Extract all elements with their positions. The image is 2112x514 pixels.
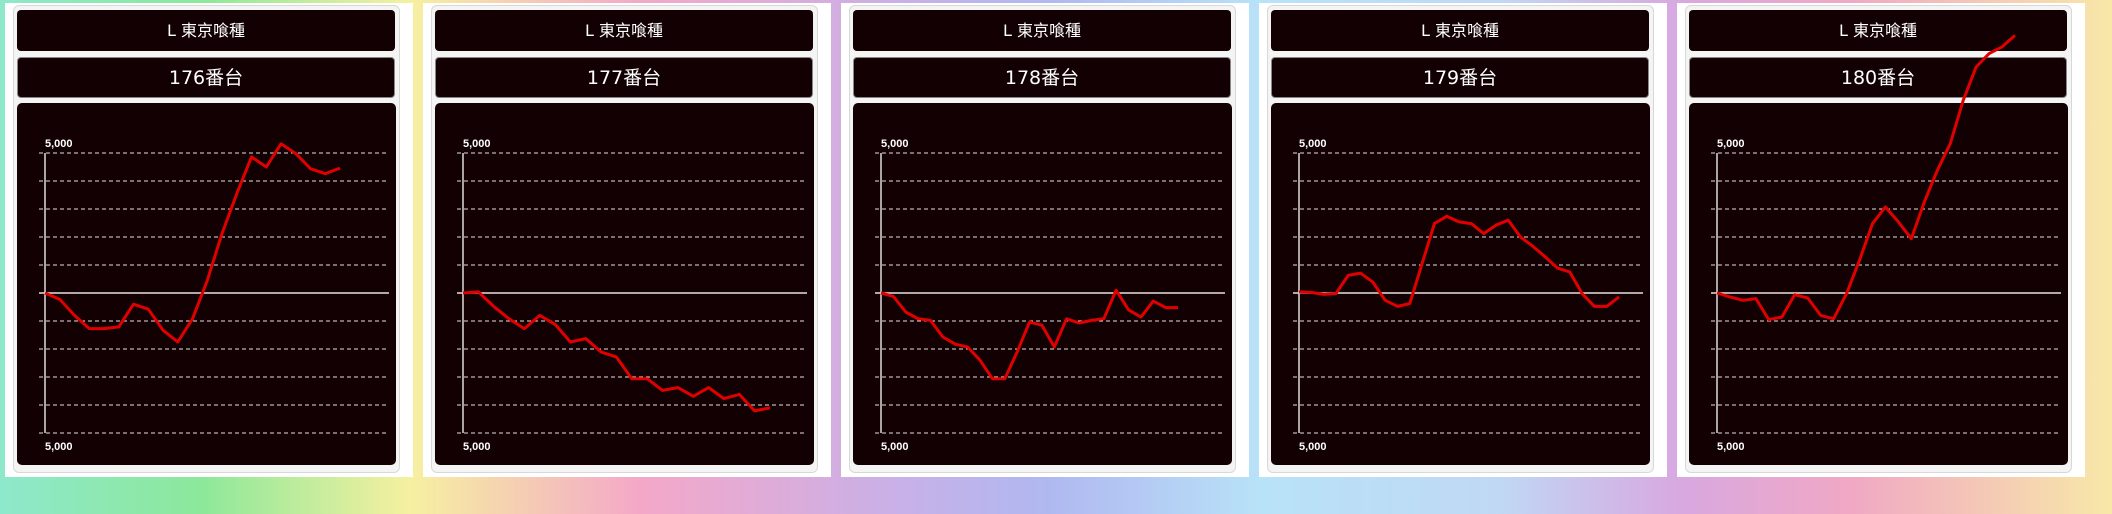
y-tick-label: 5,000 xyxy=(1299,138,1327,150)
machine-number[interactable]: 176番台 xyxy=(17,57,395,98)
machine-panel: L 東京喰種 177番台 5,000 5,000 xyxy=(423,3,831,477)
machine-title: L 東京喰種 xyxy=(1689,10,2067,51)
slump-chart: 5,000 5,000 xyxy=(457,138,807,453)
y-tick-label: 5,000 xyxy=(45,441,73,453)
slump-chart: 5,000 5,000 xyxy=(1711,34,2061,453)
slump-line xyxy=(880,288,1178,381)
slump-line xyxy=(462,290,771,413)
y-tick-label: 5,000 xyxy=(1717,441,1745,453)
y-tick-label: 5,000 xyxy=(463,138,491,150)
machine-number[interactable]: 177番台 xyxy=(435,57,813,98)
slump-chart: 5,000 5,000 xyxy=(875,138,1225,453)
y-tick-label: 5,000 xyxy=(881,441,909,453)
machine-number[interactable]: 179番台 xyxy=(1271,57,1649,98)
y-tick-label: 5,000 xyxy=(463,441,491,453)
machine-number[interactable]: 178番台 xyxy=(853,57,1231,98)
machine-panel: L 東京喰種 178番台 5,000 5,000 xyxy=(841,3,1249,477)
y-tick-label: 5,000 xyxy=(881,138,909,150)
machine-title: L 東京喰種 xyxy=(1271,10,1649,51)
machine-number[interactable]: 180番台 xyxy=(1689,57,2067,98)
y-tick-label: 5,000 xyxy=(1299,441,1327,453)
slump-chart: 5,000 5,000 xyxy=(1293,138,1643,453)
machine-panel: L 東京喰種 179番台 5,000 5,000 xyxy=(1259,3,1667,477)
chart-area xyxy=(1271,103,1650,465)
slump-chart: 5,000 5,000 xyxy=(39,138,389,453)
machine-panel: L 東京喰種 180番台 5,000 5,000 xyxy=(1677,3,2085,477)
slump-line xyxy=(1716,34,2016,322)
machine-title: L 東京喰種 xyxy=(435,10,813,51)
y-tick-label: 5,000 xyxy=(45,138,73,150)
chart-area xyxy=(1689,103,2068,465)
machine-title: L 東京喰種 xyxy=(17,10,395,51)
machine-title: L 東京喰種 xyxy=(853,10,1231,51)
slump-line xyxy=(44,142,341,344)
machine-panel: L 東京喰種 176番台 5,000 5,000 xyxy=(5,3,413,477)
chart-area xyxy=(853,103,1232,465)
y-tick-label: 5,000 xyxy=(1717,138,1745,150)
